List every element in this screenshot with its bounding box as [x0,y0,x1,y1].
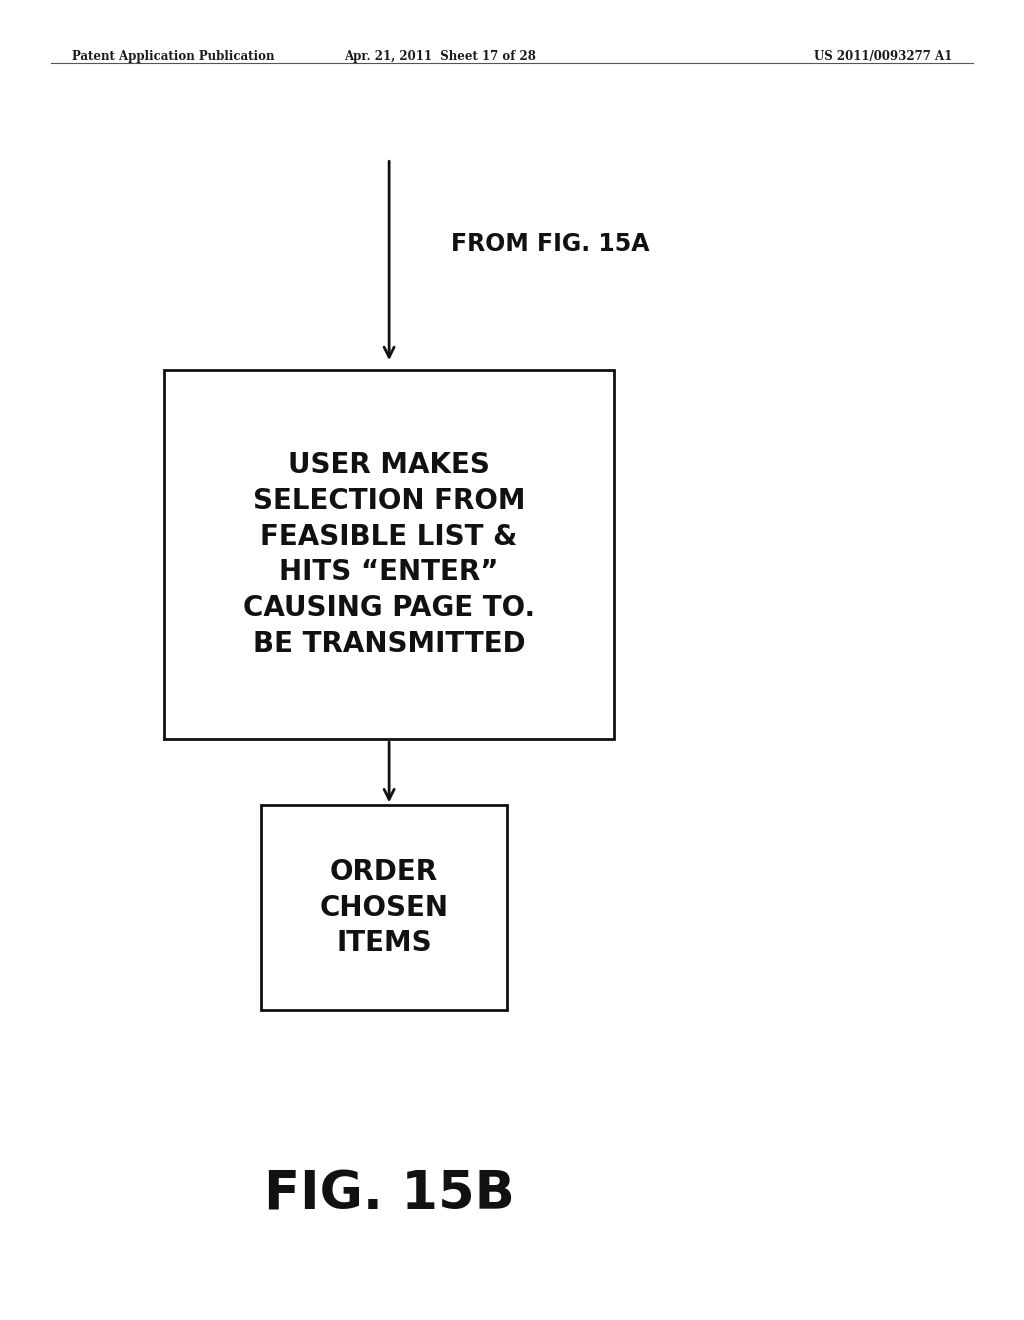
Bar [261,805,507,1010]
Text: Patent Application Publication: Patent Application Publication [72,50,274,63]
Text: FIG. 15B: FIG. 15B [264,1168,514,1221]
Text: USER MAKES
SELECTION FROM
FEASIBLE LIST &
HITS “ENTER”
CAUSING PAGE TO.
BE TRANS: USER MAKES SELECTION FROM FEASIBLE LIST … [243,451,536,657]
Text: ORDER
CHOSEN
ITEMS: ORDER CHOSEN ITEMS [319,858,449,957]
Text: Apr. 21, 2011  Sheet 17 of 28: Apr. 21, 2011 Sheet 17 of 28 [344,50,537,63]
Bar [164,370,614,739]
Text: US 2011/0093277 A1: US 2011/0093277 A1 [814,50,952,63]
Text: FROM FIG. 15A: FROM FIG. 15A [451,232,649,256]
